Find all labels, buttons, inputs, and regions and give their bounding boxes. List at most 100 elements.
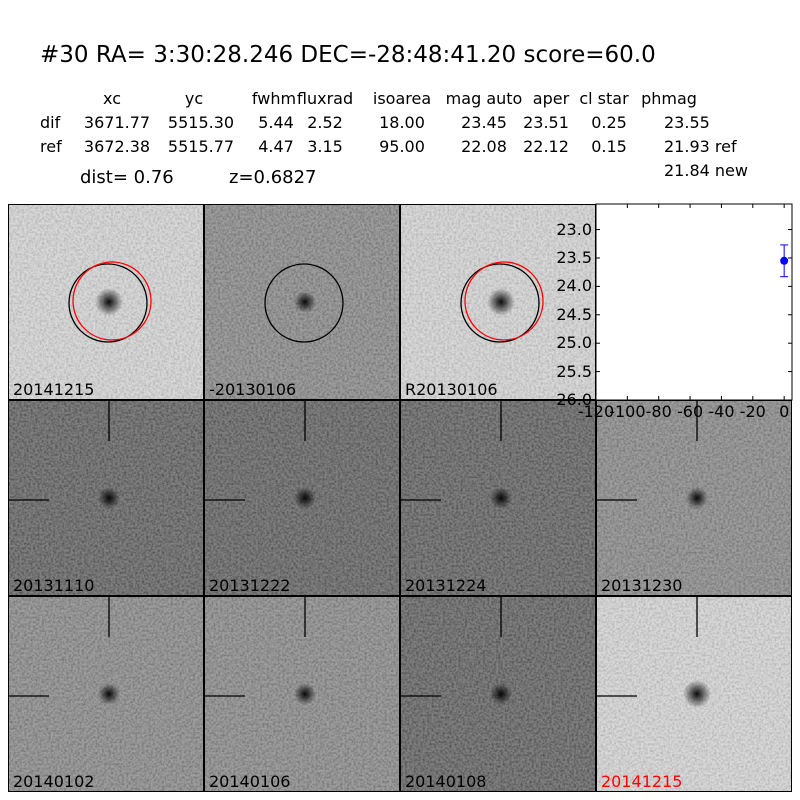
cutout-panel: 20140108 [400, 596, 596, 792]
source-blob [487, 288, 515, 316]
noise-image [9, 597, 203, 791]
table-cell: 3.15 [307, 137, 343, 156]
cutout-panel: 20131230 [596, 400, 792, 596]
table-cell: 23.45 [461, 113, 507, 132]
phmag-new: 21.84 new [664, 161, 748, 180]
noise-image [401, 205, 595, 399]
cutout-panel: 20140102 [8, 596, 204, 792]
source-blob [490, 487, 512, 509]
cutout-panel: -20130106 [204, 204, 400, 400]
noise-image [9, 401, 203, 595]
column-header: isoarea [372, 89, 432, 108]
cutout-panel: 20131222 [204, 400, 400, 596]
y-tick-label: 24.5 [556, 304, 592, 324]
data-point [780, 256, 789, 265]
noise-image [205, 205, 399, 399]
aperture-circle-red [72, 261, 152, 341]
column-header: cl star [579, 89, 629, 108]
panel-date-label: 20131224 [405, 576, 487, 595]
noise-image [401, 401, 595, 595]
column-header: aper [532, 89, 570, 108]
panel-date-label: 20140102 [13, 772, 95, 791]
panel-date-label: 20131222 [209, 576, 291, 595]
aperture-circle-black [264, 263, 344, 343]
candidate-title: #30 RA= 3:30:28.246 DEC=-28:48:41.20 sco… [40, 42, 656, 68]
table-cell: 22.12 [523, 137, 569, 156]
table-cell: 5.44 [258, 113, 294, 132]
table-cell: 5515.77 [167, 137, 235, 156]
source-blob [686, 487, 708, 509]
y-tick-label: 26.0 [556, 390, 592, 409]
table-cell: 22.08 [461, 137, 507, 156]
table-cell: 5515.30 [167, 113, 235, 132]
panel-date-label: 20141215 [13, 380, 95, 399]
table-cell: 23.55 [664, 113, 710, 132]
column-header: fluxrad [296, 89, 354, 108]
cutout-panel: 20131110 [8, 400, 204, 596]
column-header: mag auto [445, 89, 523, 108]
y-tick-label: 23.0 [556, 219, 592, 239]
light-curve-plot: 23.0 23.5 24.0 24.5 25.0 25.5 26.0 -120 -100 -80-… [556, 203, 793, 421]
table-cell: 0.15 [591, 137, 627, 156]
cutout-panel: R20130106 [400, 204, 596, 400]
x-tick-label: -100 [609, 402, 646, 421]
table-cell: 3672.38 [83, 137, 151, 156]
table-cell: 2.52 [307, 113, 343, 132]
column-header: phmag [641, 89, 697, 108]
table-cell: 0.25 [591, 113, 627, 132]
y-tick-label: 25.0 [556, 333, 592, 353]
table-cell: 18.00 [379, 113, 425, 132]
aperture-circle-black [460, 263, 540, 343]
source-blob [294, 683, 316, 705]
x-tick-label: -60 [677, 402, 704, 421]
table-cell: 95.00 [379, 137, 425, 156]
cutout-panel: 20131224 [400, 400, 596, 596]
table-cell: 23.51 [523, 113, 569, 132]
panel-date-label: 20131110 [13, 576, 95, 595]
source-blob [294, 487, 316, 509]
cutout-panel: 20141215 [596, 596, 792, 792]
source-blob [490, 683, 512, 705]
row-label: ref [40, 137, 62, 156]
plot-frame [595, 203, 793, 401]
x-tick-label: -120 [577, 402, 615, 421]
x-tick-label: -20 [739, 402, 766, 421]
aperture-circle-red [464, 261, 544, 341]
column-header: xc [103, 89, 121, 108]
x-tick-label: 0 [779, 402, 790, 421]
panel-date-label: 20140108 [405, 772, 487, 791]
source-blob [683, 680, 711, 708]
cutout-panel: 20141215 [8, 204, 204, 400]
source-blob [294, 291, 316, 313]
table-cell: 3671.77 [83, 113, 151, 132]
redshift-value: z=0.6827 [229, 167, 317, 188]
panel-date-label: 20140106 [209, 772, 291, 791]
table-cell: 4.47 [258, 137, 294, 156]
panel-date-label: R20130106 [405, 380, 498, 399]
noise-image [205, 401, 399, 595]
noise-image [205, 597, 399, 791]
table-cell: 21.93 ref [664, 137, 737, 156]
row-label: dif [40, 113, 61, 132]
source-blob [95, 288, 123, 316]
dist-value: dist= 0.76 [80, 167, 174, 188]
x-tick-label: -40 [708, 402, 735, 421]
source-blob [98, 683, 120, 705]
noise-image [9, 205, 203, 399]
noise-image [597, 401, 791, 595]
y-tick-label: 24.0 [556, 276, 592, 296]
y-tick-label: 25.5 [556, 361, 592, 381]
column-header: fwhm [251, 89, 297, 108]
noise-image [597, 597, 791, 791]
noise-image [401, 597, 595, 791]
column-header: yc [184, 89, 204, 108]
panel-date-label: -20130106 [209, 380, 297, 399]
panel-date-label: 20141215 [601, 772, 683, 791]
panel-date-label: 20131230 [601, 576, 683, 595]
source-blob [98, 487, 120, 509]
cutout-panel: 20140106 [204, 596, 400, 792]
x-tick-label: -80 [645, 402, 672, 421]
y-tick-label: 23.5 [556, 247, 592, 267]
aperture-circle-black [68, 263, 148, 343]
